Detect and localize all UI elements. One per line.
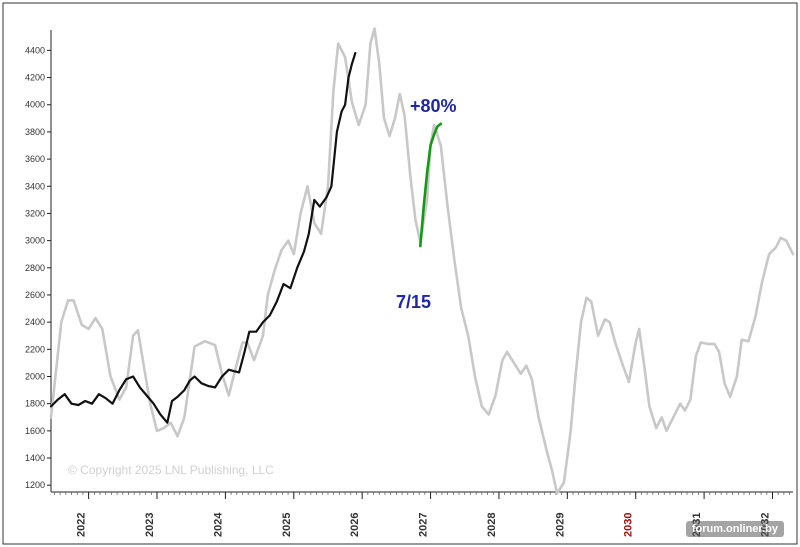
y-tick-label: 3000 [25, 236, 45, 246]
y-tick-label: 3800 [25, 127, 45, 137]
y-tick-label: 2200 [25, 344, 45, 354]
series-layer [49, 27, 795, 495]
y-tick-label: 4400 [25, 45, 45, 55]
y-tick-label: 3400 [25, 181, 45, 191]
x-tick-label: 2026 [349, 513, 361, 537]
annotation-plus-80: +80% [410, 96, 457, 116]
y-tick-label: 2800 [25, 263, 45, 273]
y-tick-label: 1600 [25, 426, 45, 436]
series-cycle-projection [49, 27, 795, 495]
x-tick-label: 2029 [554, 513, 566, 537]
x-tick-label: 2030 [623, 513, 635, 537]
y-tick-label: 1800 [25, 399, 45, 409]
x-tick-label: 2022 [76, 513, 88, 537]
x-tick-label: 2028 [486, 513, 498, 537]
series-highlighted-rally [418, 122, 443, 248]
annotation-date: 7/15 [396, 292, 431, 312]
watermark-label: forum.onliner.by [685, 521, 784, 537]
y-tick-label: 4000 [25, 100, 45, 110]
x-tick-label: 2027 [418, 513, 430, 537]
x-tick-label: 2025 [281, 513, 293, 537]
series-actual-price [49, 51, 357, 424]
y-axis-ticks: 1200 1400 1600 1800 2000 2200 2400 2600 2800 3000… [25, 45, 51, 490]
y-tick-label: 3200 [25, 208, 45, 218]
y-tick-label: 2000 [25, 372, 45, 382]
x-tick-label: 2023 [144, 513, 156, 537]
y-tick-label: 1200 [25, 480, 45, 490]
y-tick-label: 2400 [25, 317, 45, 327]
x-tick-label: 2024 [212, 512, 224, 537]
y-tick-label: 4200 [25, 73, 45, 83]
y-tick-label: 3600 [25, 154, 45, 164]
y-tick-label: 1400 [25, 453, 45, 463]
copyright-text: © Copyright 2025 LNL Publishing, LLC [68, 463, 274, 477]
y-tick-label: 2600 [25, 290, 45, 300]
x-axis-ticks: 2022202320242025202620272028202920302031… [54, 492, 790, 537]
